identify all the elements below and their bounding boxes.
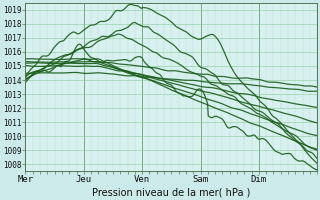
X-axis label: Pression niveau de la mer( hPa ): Pression niveau de la mer( hPa ) (92, 187, 251, 197)
